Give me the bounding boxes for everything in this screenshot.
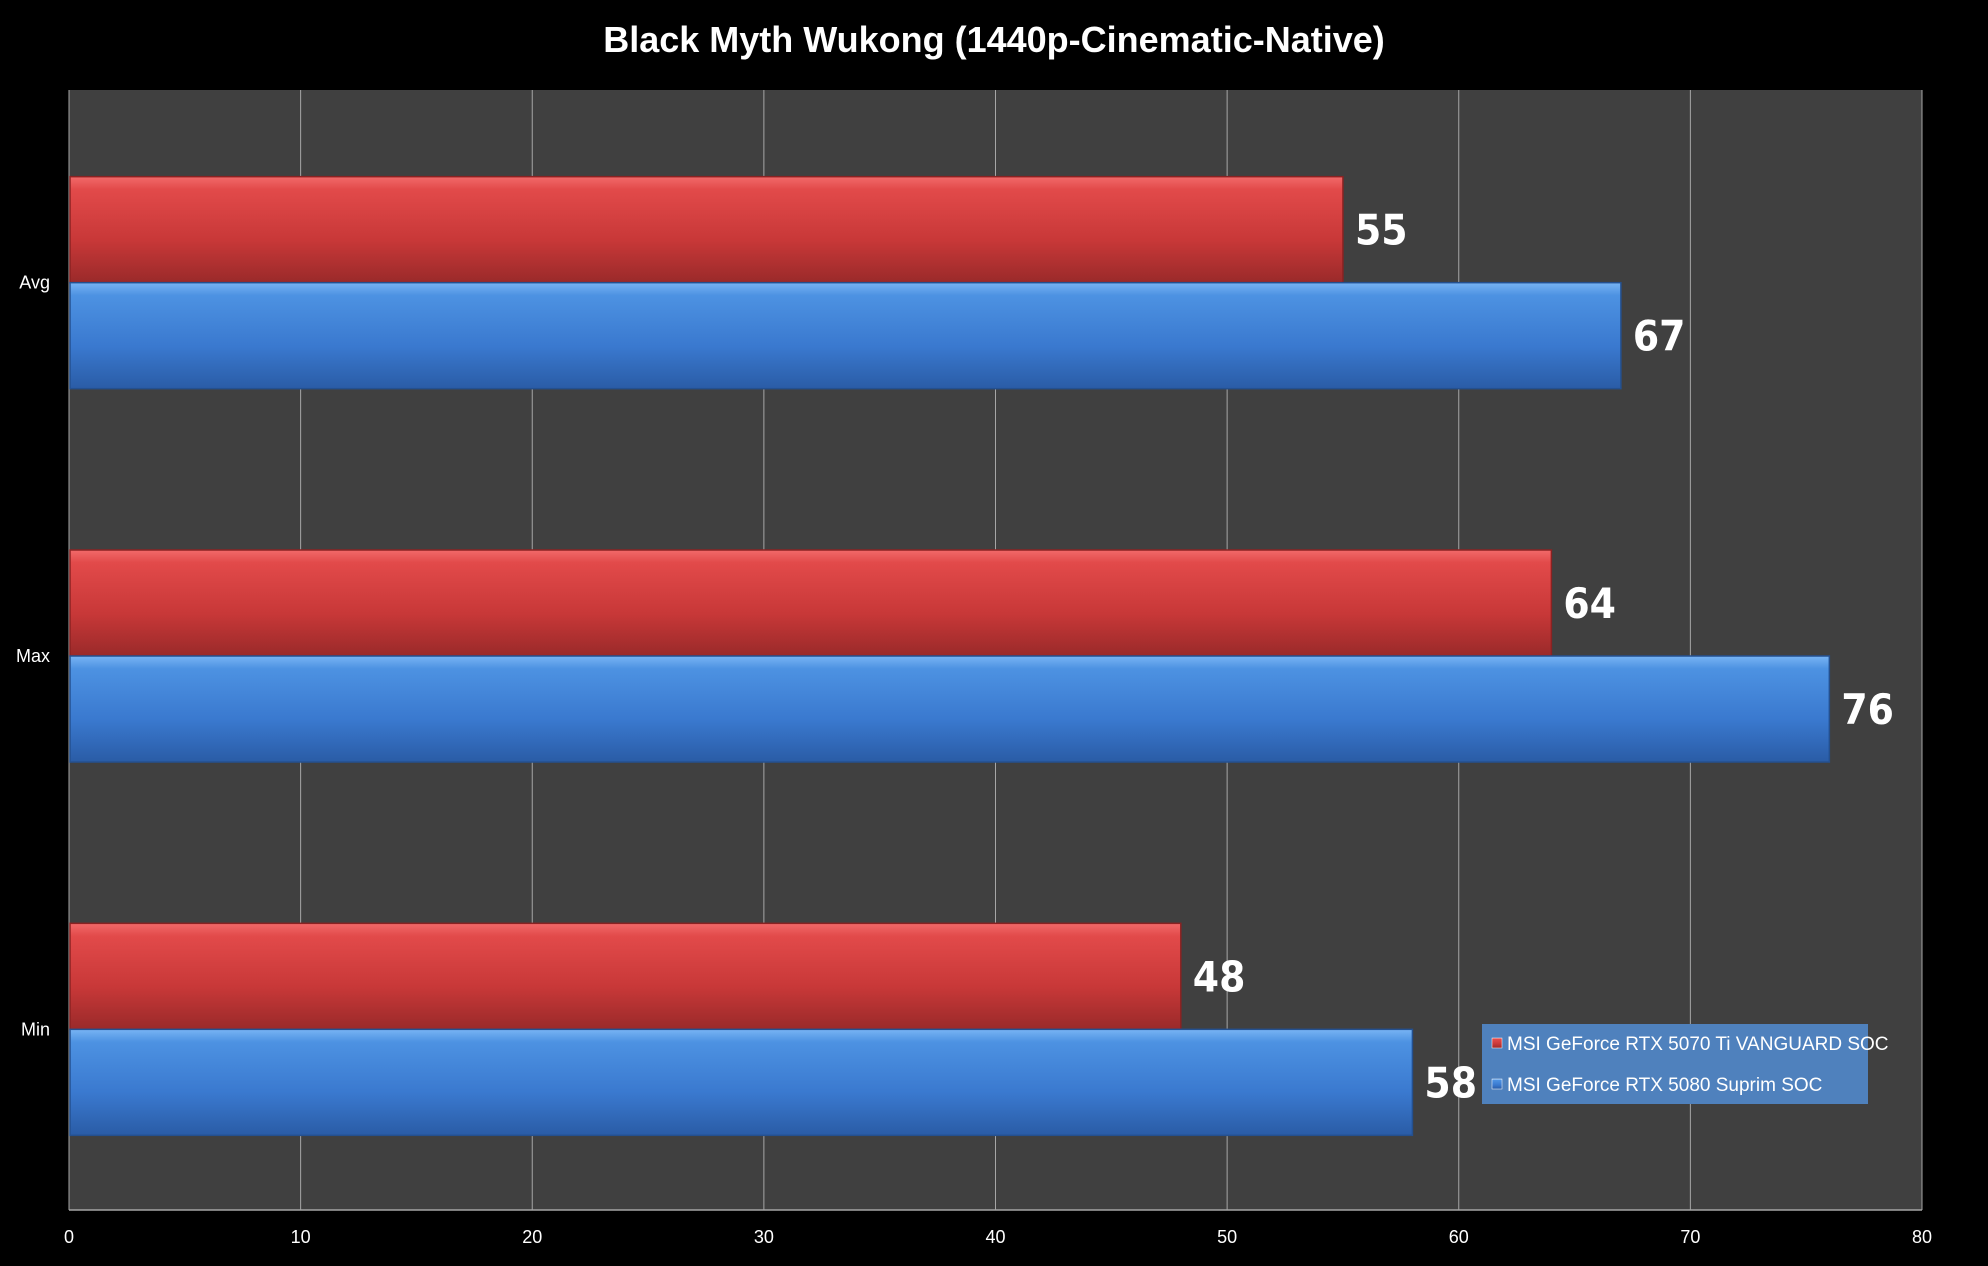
bar-max-series-0	[69, 549, 1553, 657]
data-label: 76	[1841, 685, 1894, 734]
x-tick-label: 60	[1449, 1227, 1469, 1247]
bars	[69, 175, 1831, 1137]
bar-max-series-1	[69, 655, 1831, 763]
category-label: Max	[16, 646, 50, 666]
x-tick-label: 20	[522, 1227, 542, 1247]
legend-entry-rtx-5070-ti: MSI GeForce RTX 5070 Ti VANGUARD SOC	[1507, 1034, 1889, 1055]
bar-avg-series-0	[69, 175, 1344, 284]
category-axis: Avg Max Min	[16, 273, 50, 1040]
x-tick-label: 70	[1680, 1227, 1700, 1247]
legend-swatch-rtx-5080	[1491, 1078, 1503, 1090]
legend: MSI GeForce RTX 5070 Ti VANGUARD SOC MSI…	[1482, 1024, 1889, 1104]
data-labels: 55 67 64 76 48 58	[1193, 206, 1894, 1108]
legend-box	[1482, 1024, 1868, 1104]
data-label: 67	[1633, 312, 1686, 361]
data-label: 48	[1193, 952, 1246, 1001]
data-label: 55	[1355, 206, 1408, 255]
data-label: 64	[1563, 579, 1616, 628]
data-label: 58	[1424, 1058, 1477, 1107]
category-label: Avg	[19, 273, 50, 293]
value-axis: 0 10 20 30 40 50 60 70 80	[64, 1227, 1932, 1247]
chart-title: Black Myth Wukong (1440p-Cinematic-Nativ…	[603, 19, 1385, 60]
bar-min-series-1	[69, 1028, 1414, 1137]
x-tick-label: 0	[64, 1227, 74, 1247]
x-tick-label: 10	[291, 1227, 311, 1247]
x-tick-label: 50	[1217, 1227, 1237, 1247]
legend-entry-rtx-5080: MSI GeForce RTX 5080 Suprim SOC	[1507, 1075, 1822, 1096]
bar-min-series-0	[69, 922, 1182, 1031]
category-label: Min	[21, 1019, 50, 1039]
bar-avg-series-1	[69, 281, 1622, 390]
x-tick-label: 30	[754, 1227, 774, 1247]
x-tick-label: 40	[985, 1227, 1005, 1247]
legend-swatch-rtx-5070-ti	[1491, 1037, 1503, 1049]
x-tick-label: 80	[1912, 1227, 1932, 1247]
